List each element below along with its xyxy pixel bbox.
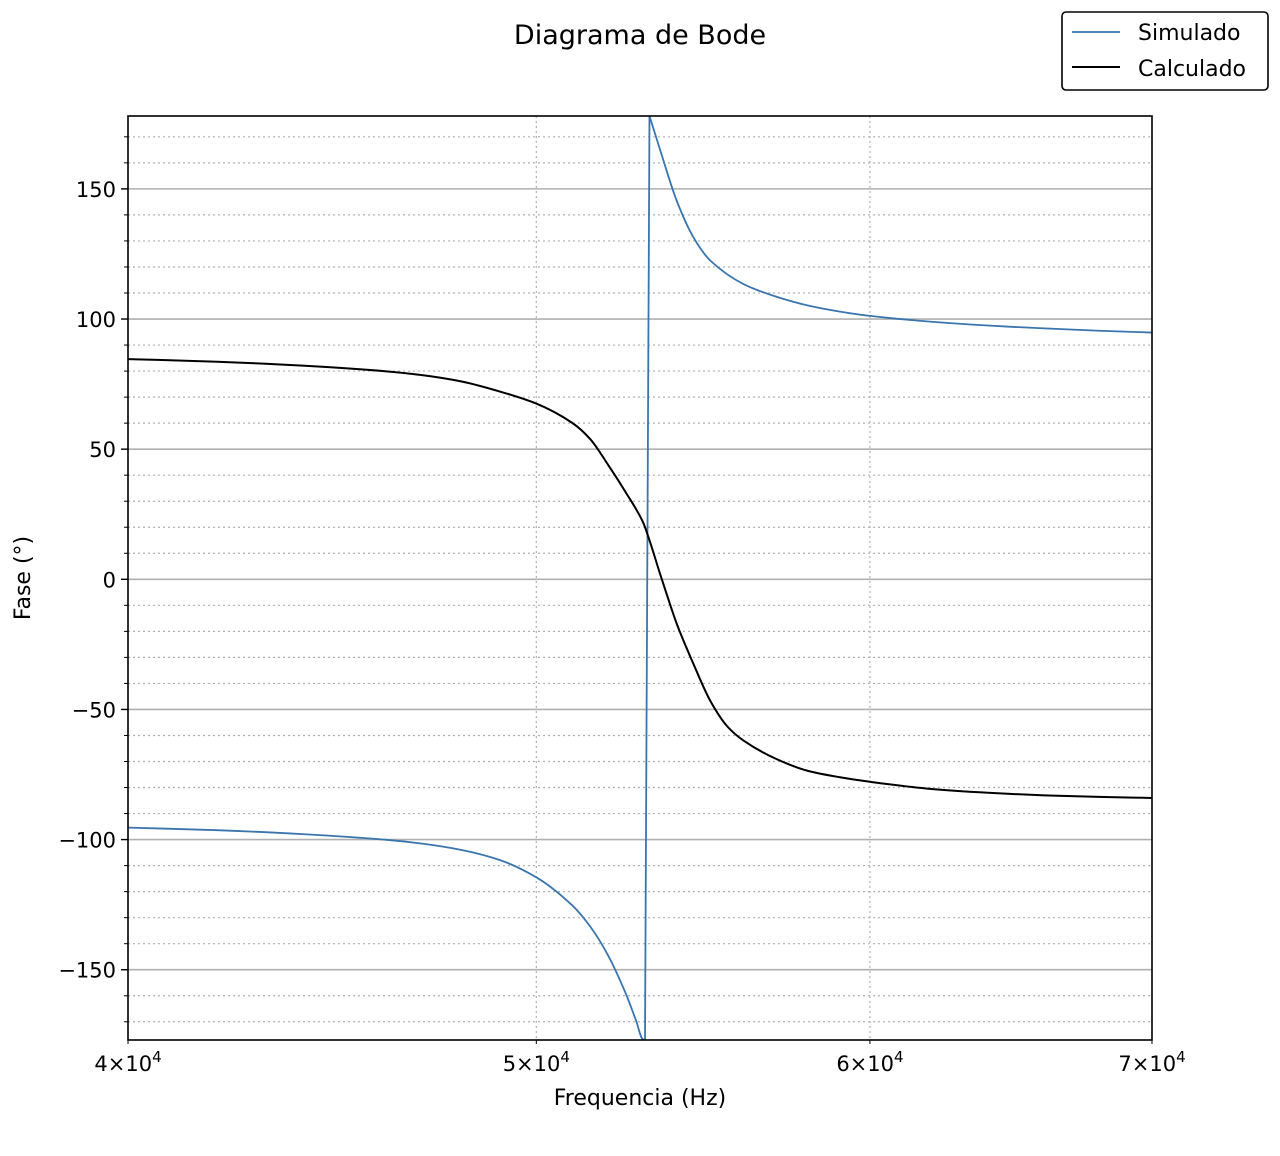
y-tick-label: 50	[89, 438, 116, 462]
axes-frame	[127, 115, 1153, 1041]
y-tick-label: −150	[58, 959, 116, 983]
series-line-calculado	[128, 358, 1152, 799]
chart-title: Diagrama de Bode	[514, 20, 766, 51]
x-tick-label: 7×104	[1118, 1048, 1185, 1076]
x-tick-label: 4×104	[94, 1048, 161, 1076]
x-axis-ticks: 4×104 5×104 6×104 7×104	[94, 1040, 1186, 1076]
x-axis-label: Frequencia (Hz)	[554, 1086, 726, 1111]
x-tick-label: 6×104	[836, 1048, 903, 1076]
x-tick-label: 5×104	[503, 1048, 570, 1076]
legend: Simulado Calculado	[1061, 11, 1269, 91]
y-tick-label: 100	[76, 308, 116, 332]
grid	[127, 116, 1153, 1040]
series-line-simulado	[128, 826, 646, 1040]
y-tick-label: 0	[103, 568, 116, 592]
y-tick-label: 150	[76, 178, 116, 202]
plot-area	[128, 116, 1152, 1040]
y-axis-label: Fase (°)	[11, 536, 36, 620]
series-jump-simulado	[644, 116, 651, 1040]
y-tick-label: −50	[72, 698, 116, 722]
series-line-simulado	[648, 116, 1152, 334]
legend-label-calculado: Calculado	[1138, 57, 1246, 82]
y-tick-label: −100	[58, 829, 116, 853]
legend-label-simulado: Simulado	[1138, 21, 1240, 46]
y-axis-ticks: 150 100 50 0 −50 −100 −150	[58, 136, 128, 1023]
